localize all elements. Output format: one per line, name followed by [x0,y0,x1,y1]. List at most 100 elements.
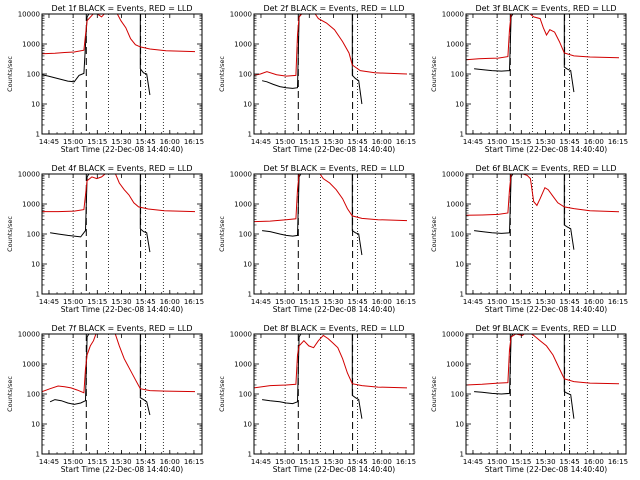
y-tick-label: 10 [243,261,252,269]
y-tick-label: 10 [455,101,464,109]
x-axis-label: Start Time (22-Dec-08 14:40:40) [485,305,607,314]
x-tick-label: 16:00 [372,138,392,146]
detector-panel-6: 1 10 100 1000 10000 14:45 15:00 15:15 15:30 15:45… [430,164,628,314]
x-tick-label: 16:00 [160,298,180,306]
x-tick-label: 15:00 [275,298,295,306]
x-tick-label: 14:45 [251,138,271,146]
x-tick-label: 15:30 [535,138,555,146]
x-tick-label: 15:15 [511,298,531,306]
y-tick-label: 10 [455,421,464,429]
y-tick-label: 100 [27,391,40,399]
x-tick-label: 15:45 [348,138,368,146]
detector-panel-2: 1 10 100 1000 10000 14:45 15:00 15:15 15:30 15:45… [218,4,416,154]
y-axis-label: Counts/sec [218,376,226,412]
panel-title: Det 4f BLACK = Events, RED = LLD [51,164,192,173]
series-events [474,174,575,250]
panel-title: Det 2f BLACK = Events, RED = LLD [263,4,404,13]
series-lld [254,174,408,223]
y-tick-label: 100 [451,231,464,239]
y-tick-label: 10 [31,421,40,429]
y-tick-label: 1000 [234,41,252,49]
series-lld [42,174,196,213]
x-tick-label: 16:15 [608,138,628,146]
x-tick-label: 16:15 [184,458,204,466]
x-axis-label: Start Time (22-Dec-08 14:40:40) [485,465,607,474]
x-tick-label: 15:15 [87,298,107,306]
x-tick-label: 16:00 [372,458,392,466]
x-tick-label: 14:45 [39,298,59,306]
x-tick-label: 15:30 [535,298,555,306]
y-tick-label: 1000 [446,201,464,209]
y-tick-label: 10000 [230,331,252,339]
panel-title: Det 3f BLACK = Events, RED = LLD [475,4,616,13]
x-tick-label: 16:00 [584,138,604,146]
x-axis-label: Start Time (22-Dec-08 14:40:40) [61,305,183,314]
series-events [474,334,575,419]
x-tick-label: 15:30 [535,458,555,466]
y-tick-label: 1 [36,131,40,139]
x-axis-label: Start Time (22-Dec-08 14:40:40) [485,145,607,154]
x-axis-label: Start Time (22-Dec-08 14:40:40) [61,145,183,154]
y-tick-label: 1 [248,451,252,459]
panel-title: Det 5f BLACK = Events, RED = LLD [263,164,404,173]
series-events [49,334,151,416]
x-tick-label: 15:15 [87,138,107,146]
y-tick-label: 10 [243,101,252,109]
panel-title: Det 7f BLACK = Events, RED = LLD [51,324,192,333]
x-tick-label: 15:00 [487,138,507,146]
plot-frame [253,333,415,455]
y-axis-label: Counts/sec [6,216,14,252]
y-tick-label: 10000 [230,171,252,179]
plot-frame [41,13,203,135]
series-events [42,14,151,96]
x-tick-label: 15:45 [136,298,156,306]
y-tick-label: 1000 [446,41,464,49]
detector-panel-9: 1 10 100 1000 10000 14:45 15:00 15:15 15:30 15:45… [430,324,628,474]
x-tick-label: 16:15 [608,458,628,466]
x-tick-label: 15:00 [275,458,295,466]
x-tick-label: 15:00 [63,138,83,146]
x-tick-label: 16:00 [372,298,392,306]
y-axis-label: Counts/sec [218,56,226,92]
x-axis-label: Start Time (22-Dec-08 14:40:40) [273,145,395,154]
y-tick-label: 10 [455,261,464,269]
x-tick-label: 16:15 [608,298,628,306]
series-events [474,14,575,93]
x-tick-label: 15:45 [136,138,156,146]
x-tick-label: 15:30 [323,138,343,146]
y-tick-label: 10000 [18,171,40,179]
x-tick-label: 15:00 [487,458,507,466]
x-tick-label: 15:15 [299,138,319,146]
x-tick-label: 16:00 [584,458,604,466]
y-axis-label: Counts/sec [430,376,438,412]
x-tick-label: 15:00 [487,298,507,306]
plot-frame [465,333,627,455]
x-tick-label: 15:45 [560,298,580,306]
y-tick-label: 1000 [234,201,252,209]
y-tick-label: 10000 [18,11,40,19]
detector-panel-8: 1 10 100 1000 10000 14:45 15:00 15:15 15:30 15:45… [218,324,416,474]
plot-frame [465,13,627,135]
x-tick-label: 14:45 [463,458,483,466]
y-tick-label: 10 [243,421,252,429]
series-lld [466,174,620,216]
x-tick-label: 16:15 [396,298,416,306]
x-tick-label: 16:15 [396,138,416,146]
x-tick-label: 15:30 [111,298,131,306]
y-tick-label: 100 [27,231,40,239]
x-tick-label: 15:15 [511,458,531,466]
x-tick-label: 15:00 [63,298,83,306]
y-axis-label: Counts/sec [430,56,438,92]
y-tick-label: 1000 [22,41,40,49]
x-axis-label: Start Time (22-Dec-08 14:40:40) [273,305,395,314]
y-tick-label: 1 [460,291,464,299]
x-tick-label: 15:45 [560,138,580,146]
x-tick-label: 16:15 [184,138,204,146]
y-tick-label: 100 [451,71,464,79]
plot-frame [41,173,203,295]
x-tick-label: 14:45 [39,458,59,466]
y-tick-label: 10 [31,101,40,109]
plot-frame [253,13,415,135]
y-tick-label: 100 [27,71,40,79]
